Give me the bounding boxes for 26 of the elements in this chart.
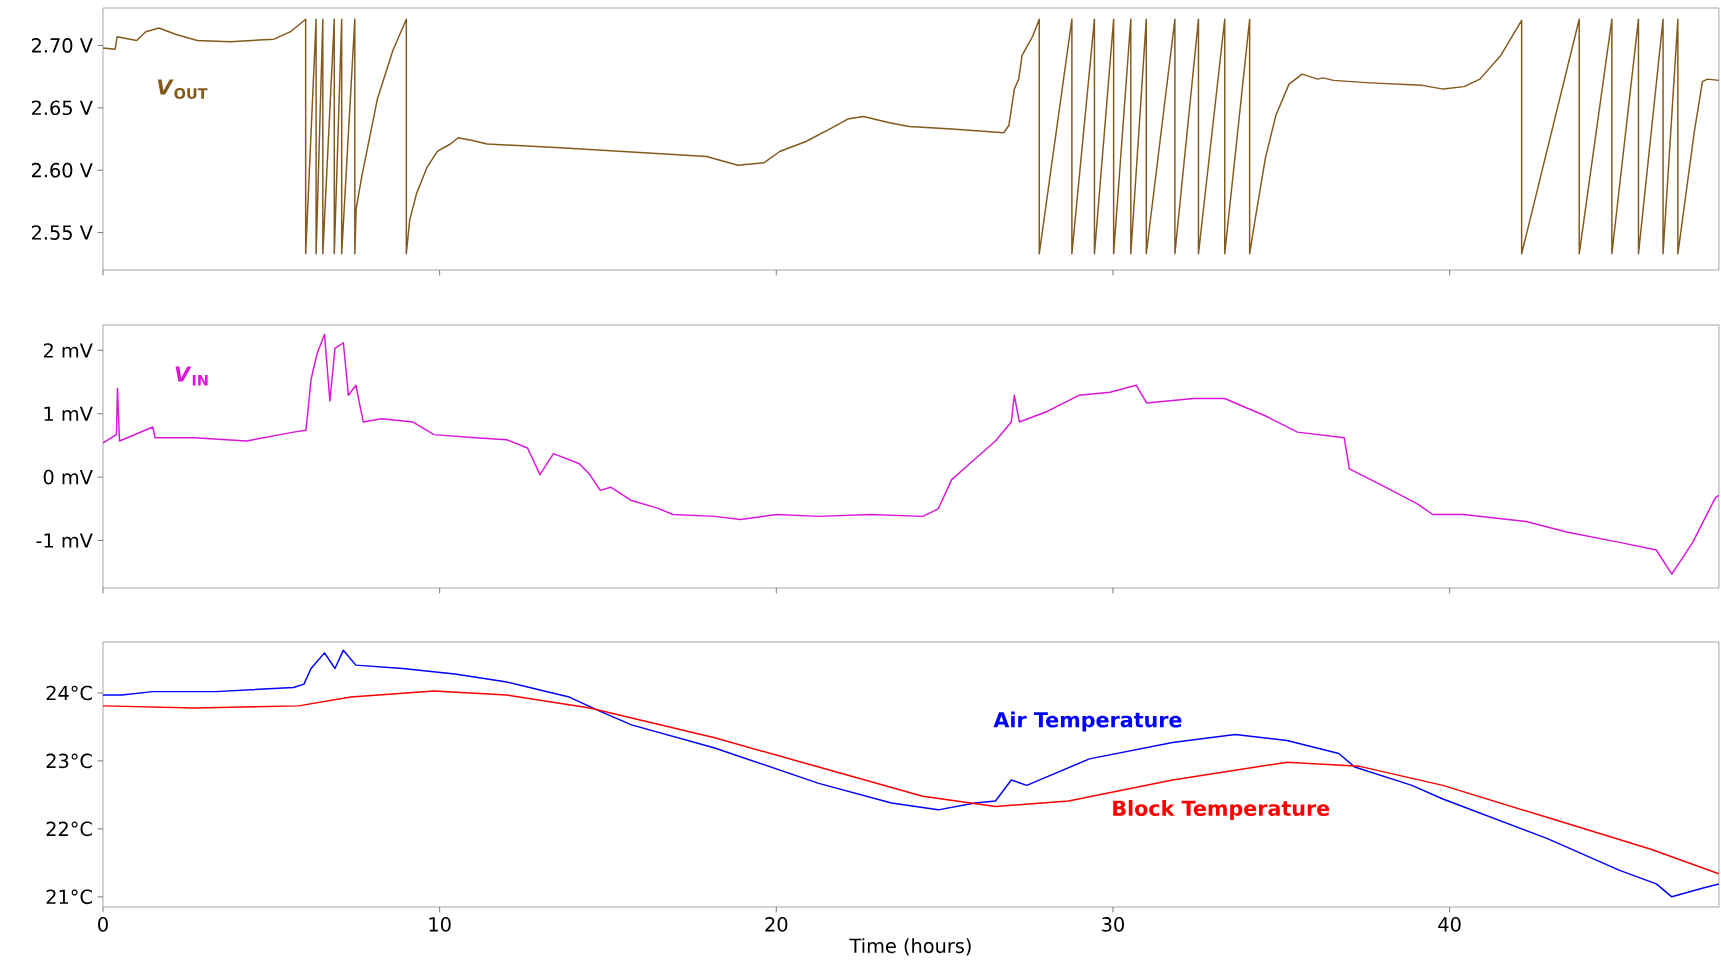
line-series (103, 333, 1719, 575)
y-tick-label: 1 mV (44, 406, 93, 421)
y-tick-label: 0 mV (43, 469, 93, 485)
x-tick-label: 10 (429, 917, 451, 932)
y-tick-label: -1 mV (36, 533, 93, 548)
line-series (103, 18, 1719, 255)
y-tick-label: 22°C (46, 821, 92, 837)
x-tick-label: 40 (1438, 917, 1461, 932)
text: V$_{IN}$ (175, 366, 208, 386)
y-tick-label: 2.70 V (31, 38, 93, 53)
x-tick-label: 20 (765, 917, 788, 932)
x-tick-label: 30 (1102, 917, 1124, 932)
series-label: V$_{OUT}$ (157, 79, 208, 99)
x-tick-label: 0 (98, 917, 108, 932)
y-tick-label: 2.55 V (31, 225, 93, 240)
y-tick-label: 2.60 V (31, 162, 93, 178)
x-axis-title: Time (hours) (849, 938, 971, 956)
line-series (103, 649, 1719, 898)
y-tick-label: 21°C (46, 889, 92, 905)
y-tick-label: 24°C (46, 685, 92, 701)
line-series (103, 690, 1719, 875)
series-label: Block Temperature (1113, 800, 1330, 821)
y-tick-label: 2 mV (43, 343, 93, 358)
series-label: Air Temperature (993, 711, 1182, 732)
y-tick-label: 23°C (46, 753, 92, 769)
y-tick-label: 2.65 V (31, 100, 93, 116)
